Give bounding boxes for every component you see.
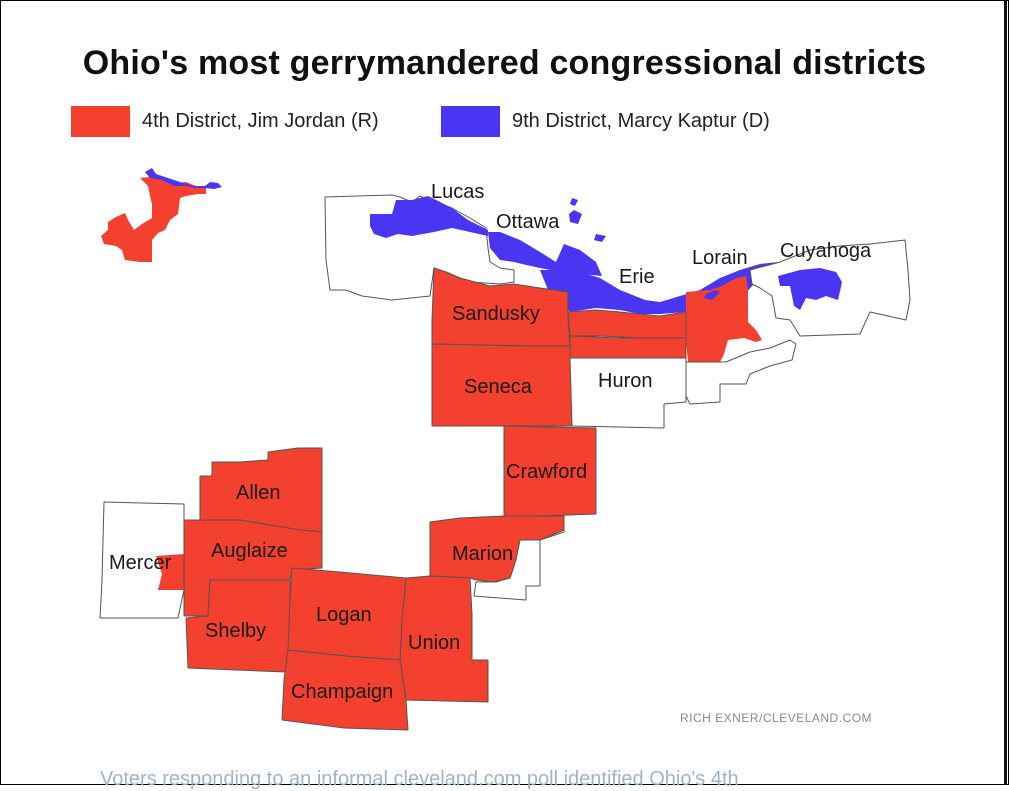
legend-item-4th-district: 4th District, Jim Jordan (R) <box>71 105 379 137</box>
label-lucas: Lucas <box>431 181 484 203</box>
county-champaign <box>281 649 409 731</box>
county-auglaize <box>183 519 323 617</box>
county-lorain-blue-notch <box>704 290 720 300</box>
map-credit: RICH EXNER/CLEVELAND.COM <box>680 711 873 725</box>
caption-text: Voters responding to an informal clevela… <box>100 768 739 790</box>
county-marion <box>429 515 565 583</box>
legend-swatch-blue <box>441 105 500 137</box>
label-ottawa: Ottawa <box>496 211 560 233</box>
inset-blue-strip <box>145 168 222 189</box>
label-cuyahoga: Cuyahoga <box>780 240 872 262</box>
label-union: Union <box>408 632 460 654</box>
inset-district-shape <box>101 176 206 262</box>
legend-swatch-red <box>71 105 130 137</box>
county-huron-red-strip <box>569 335 687 359</box>
lorain-south-outline <box>685 339 797 405</box>
label-logan: Logan <box>316 604 372 626</box>
legend-item-9th-district: 9th District, Marcy Kaptur (D) <box>441 105 770 137</box>
label-champaign: Champaign <box>291 681 393 703</box>
ottawa-island-2 <box>569 210 582 224</box>
label-marion: Marion <box>452 543 513 565</box>
label-sandusky: Sandusky <box>452 303 540 325</box>
frame-edge <box>1004 0 1007 785</box>
county-cuyahoga-blue <box>778 268 842 310</box>
county-ottawa-blue <box>488 232 602 276</box>
ottawa-island-1 <box>570 198 578 206</box>
label-crawford: Crawford <box>506 461 587 483</box>
map-title: Ohio's most gerrymandered congressional … <box>82 44 927 82</box>
ottawa-island-3 <box>594 234 606 242</box>
legend-label-9th: 9th District, Marcy Kaptur (D) <box>512 109 770 132</box>
label-lorain: Lorain <box>692 247 748 269</box>
label-auglaize: Auglaize <box>211 540 288 562</box>
label-mercer: Mercer <box>109 552 172 574</box>
county-lorain-red <box>686 276 762 362</box>
label-huron: Huron <box>598 370 652 392</box>
label-allen: Allen <box>236 482 280 504</box>
label-erie: Erie <box>619 266 655 288</box>
label-seneca: Seneca <box>464 376 533 398</box>
legend-label-4th: 4th District, Jim Jordan (R) <box>142 109 379 132</box>
county-erie-red <box>567 309 687 339</box>
county-huron <box>569 357 687 429</box>
label-shelby: Shelby <box>205 620 266 642</box>
county-lucas-blue <box>370 196 488 238</box>
county-mercer-red-notch <box>156 554 184 590</box>
